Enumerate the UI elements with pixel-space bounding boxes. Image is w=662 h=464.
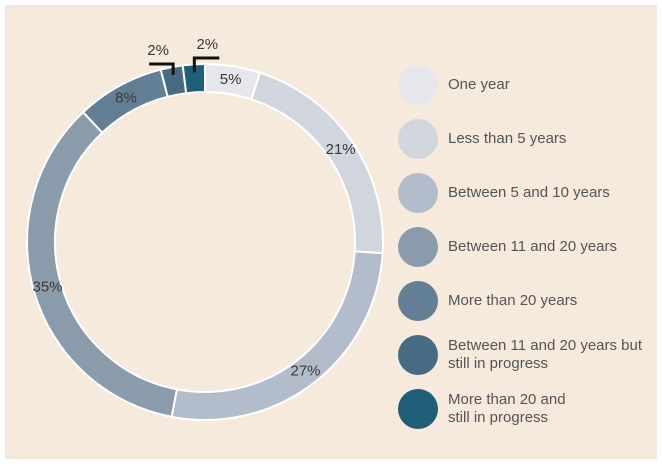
leader-line xyxy=(149,62,175,76)
legend-item: One year xyxy=(398,65,510,105)
legend-item: Between 11 and 20 years but still in pro… xyxy=(398,335,648,375)
legend-swatch xyxy=(398,227,438,267)
donut-segment xyxy=(26,110,179,419)
donut-segment xyxy=(250,71,384,255)
legend-item: Less than 5 years xyxy=(398,119,566,159)
legend-swatch xyxy=(398,281,438,321)
data-label: 21% xyxy=(326,141,356,158)
legend-swatch xyxy=(398,119,438,159)
data-label: 8% xyxy=(115,89,137,106)
leader-line xyxy=(192,56,220,73)
data-label: 2% xyxy=(147,42,169,59)
legend-label: One year xyxy=(448,76,510,93)
legend-item: More than 20 and still in progress xyxy=(398,389,588,429)
donut-segment xyxy=(170,250,384,421)
data-label: 2% xyxy=(196,36,218,53)
legend-label: More than 20 and still in progress xyxy=(448,391,566,426)
legend-label: Between 11 and 20 years but still in pro… xyxy=(448,337,643,372)
legend-item: Between 11 and 20 years xyxy=(398,227,617,267)
data-label: 5% xyxy=(220,71,242,88)
data-label: 35% xyxy=(32,279,62,296)
legend-label: Between 5 and 10 years xyxy=(448,184,610,201)
legend-label: Less than 5 years xyxy=(448,130,567,147)
legend-label: Between 11 and 20 years xyxy=(448,238,618,255)
legend-label: More than 20 years xyxy=(448,292,578,309)
data-label: 27% xyxy=(291,363,321,380)
legend-swatch xyxy=(398,335,438,375)
legend-swatch xyxy=(398,173,438,213)
legend-item: More than 20 years xyxy=(398,281,577,321)
donut-segment xyxy=(181,62,206,95)
legend-swatch xyxy=(398,65,438,105)
legend-item: Between 5 and 10 years xyxy=(398,173,610,213)
legend-swatch xyxy=(398,389,438,429)
